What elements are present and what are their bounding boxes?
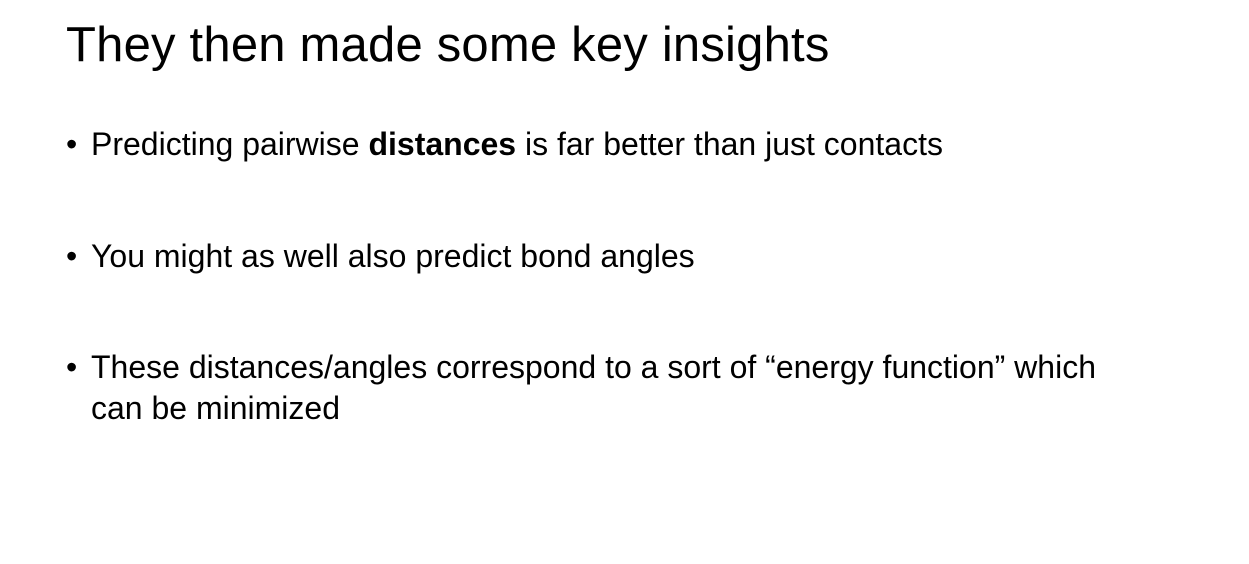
bullet-text-emphasis: distances <box>368 126 517 162</box>
bullet-text: Predicting pairwise distances is far bet… <box>91 124 1131 165</box>
bullet-text: You might as well also predict bond angl… <box>91 238 695 274</box>
bullet-dot-icon: • <box>66 238 78 274</box>
bullet-text: These distances/angles correspond to a s… <box>91 349 1096 426</box>
bullet-text-before: Predicting pairwise <box>91 126 369 162</box>
bullet-dot-icon: • <box>66 349 78 385</box>
bullet-item: • You might as well also predict bond an… <box>66 236 1186 277</box>
bullet-item: • These distances/angles correspond to a… <box>66 347 1186 429</box>
bullet-text-after: is far better than just contacts <box>516 126 943 162</box>
slide-title: They then made some key insights <box>66 18 830 72</box>
bullet-dot-icon: • <box>66 126 78 162</box>
bullet-item: • Predicting pairwise distances is far b… <box>66 124 1186 165</box>
